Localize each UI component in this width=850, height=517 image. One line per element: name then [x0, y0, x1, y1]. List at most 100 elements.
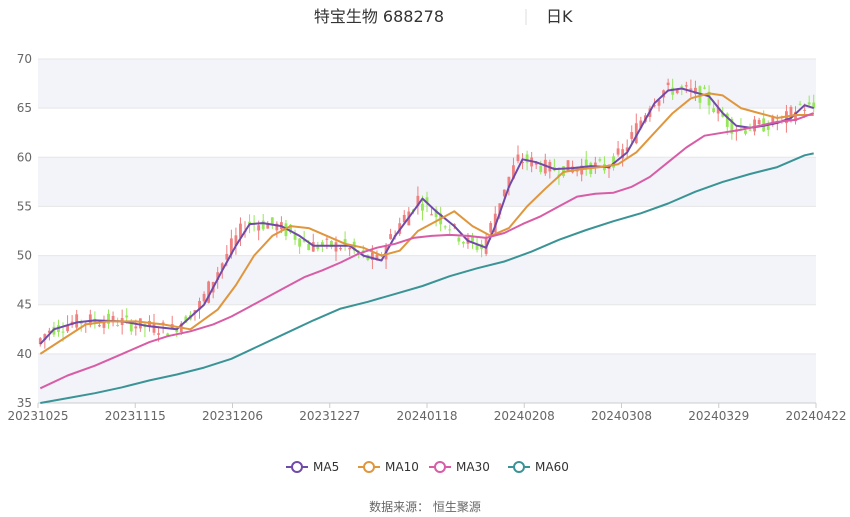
- candle: [343, 231, 347, 251]
- candle-body: [125, 315, 129, 318]
- candle-body: [471, 236, 474, 242]
- x-axis: 20231025 20231115 20231206 20231227 20240118…: [7, 402, 847, 423]
- candle-body: [43, 334, 47, 341]
- candle: [744, 129, 747, 136]
- candle-body: [216, 272, 220, 280]
- candle: [703, 84, 706, 90]
- y-tick-label: 40: [17, 347, 32, 361]
- candle-body: [707, 91, 711, 106]
- candle-body: [671, 87, 675, 95]
- series-line-ma10: [39, 92, 814, 355]
- candle-body: [639, 120, 643, 129]
- y-tick-label: 60: [17, 150, 32, 164]
- candle-body: [443, 226, 447, 228]
- legend-item-ma30[interactable]: MA30: [429, 460, 490, 474]
- legend-label: MA5: [313, 460, 339, 474]
- moving-average-lines: [39, 87, 815, 404]
- grid-lines: [38, 58, 816, 404]
- candle-body: [612, 156, 615, 168]
- candle-body: [202, 293, 206, 302]
- candle-body: [703, 87, 706, 89]
- candle: [202, 291, 206, 305]
- candle: [666, 78, 670, 91]
- candle-body: [138, 318, 142, 329]
- candle-body: [730, 118, 734, 134]
- candle-body: [625, 147, 629, 152]
- candle-body: [375, 254, 379, 261]
- candle-body: [753, 119, 756, 132]
- candle: [102, 315, 106, 335]
- candle: [716, 99, 720, 122]
- candle-body: [116, 324, 120, 326]
- candle-body: [475, 244, 479, 250]
- series-line-ma5: [39, 87, 815, 345]
- candle: [634, 113, 638, 145]
- x-tick-label: 20231206: [202, 409, 263, 423]
- y-tick-label: 55: [17, 199, 32, 213]
- legend-swatch-marker: [434, 461, 446, 473]
- candle: [812, 94, 816, 113]
- candle-body: [593, 162, 597, 167]
- x-tick-label: 20240208: [494, 409, 555, 423]
- candle-body: [653, 105, 656, 107]
- candle-body: [311, 242, 315, 252]
- candle: [616, 140, 620, 157]
- candle-body: [339, 248, 342, 250]
- candle: [330, 240, 333, 250]
- candle-body: [807, 102, 811, 105]
- candle-body: [111, 315, 115, 323]
- candle: [566, 160, 570, 172]
- candle-body: [789, 106, 793, 116]
- legend[interactable]: MA5 MA10 MA30 MA60: [286, 460, 569, 474]
- candle: [38, 337, 42, 347]
- candle-body: [566, 160, 570, 172]
- candle-body: [157, 333, 160, 335]
- legend-item-ma10[interactable]: MA10: [358, 460, 419, 474]
- candle-body: [107, 313, 110, 324]
- candle: [275, 221, 279, 238]
- candle-body: [448, 229, 452, 231]
- candle-body: [416, 195, 420, 207]
- candle-body: [198, 300, 201, 310]
- candle-body: [134, 326, 138, 329]
- legend-item-ma60[interactable]: MA60: [508, 460, 569, 474]
- candle: [471, 232, 474, 249]
- candle-body: [616, 148, 620, 155]
- candle-body: [148, 320, 151, 328]
- candle: [612, 153, 615, 171]
- candle-body: [666, 82, 670, 86]
- legend-swatch-marker: [513, 461, 525, 473]
- candle-body: [507, 176, 511, 188]
- candle: [430, 208, 433, 216]
- series-line-ma60: [40, 152, 814, 404]
- candle: [348, 246, 352, 257]
- legend-label: MA10: [385, 460, 419, 474]
- candle: [239, 217, 242, 246]
- candle-body: [316, 245, 320, 250]
- y-tick-label: 45: [17, 298, 32, 312]
- x-tick-label: 20240422: [785, 409, 846, 423]
- candle-body: [434, 209, 438, 218]
- y-tick-label: 70: [17, 52, 32, 66]
- candle: [234, 227, 238, 255]
- candle-body: [102, 322, 106, 328]
- legend-item-ma5[interactable]: MA5: [286, 460, 339, 474]
- candle-body: [38, 338, 42, 345]
- candle-body: [684, 85, 688, 87]
- candle-body: [571, 166, 575, 173]
- x-tick-label: 20231227: [299, 409, 360, 423]
- candle-body: [257, 225, 261, 231]
- candle: [152, 313, 156, 336]
- candle: [434, 206, 438, 227]
- candle-body: [421, 203, 424, 211]
- candle-body: [343, 239, 347, 244]
- candle: [443, 225, 447, 230]
- candle-body: [680, 86, 684, 88]
- candle: [657, 99, 661, 112]
- candle-body: [320, 242, 324, 246]
- legend-swatch-marker: [363, 461, 375, 473]
- x-tick-label: 20240308: [591, 409, 652, 423]
- candle: [284, 219, 288, 241]
- plot-background-bands: [38, 59, 816, 403]
- candle-body: [716, 107, 720, 114]
